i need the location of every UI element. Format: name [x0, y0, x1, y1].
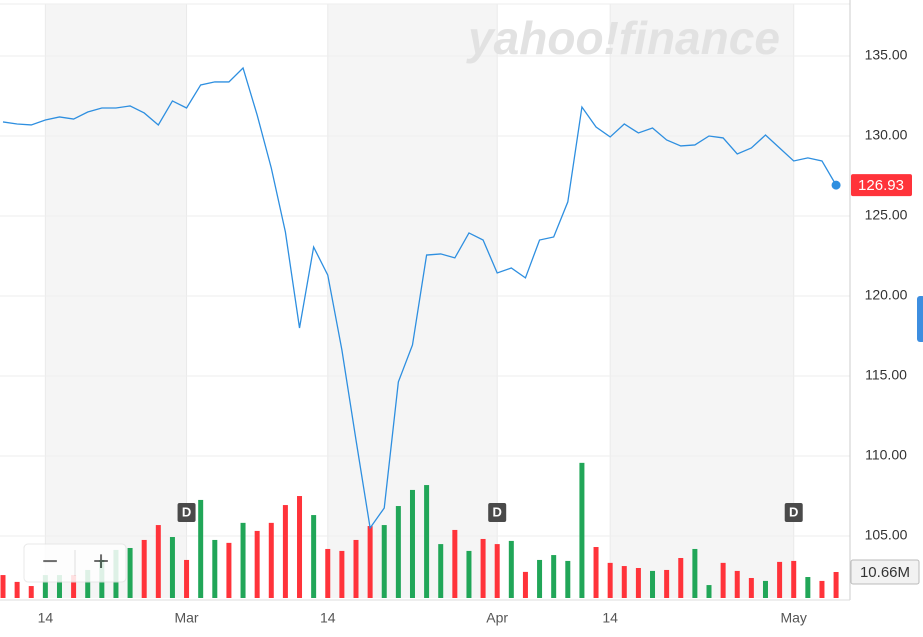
- volume-bar: [551, 555, 557, 598]
- volume-tag-label: 10.66M: [860, 564, 910, 581]
- volume-bar: [254, 530, 260, 598]
- volume-bar: [353, 539, 359, 598]
- volume-bar: [395, 506, 401, 598]
- price-tag-label: 126.93: [858, 177, 904, 194]
- volume-bar: [706, 585, 712, 598]
- volume-bar: [0, 575, 6, 598]
- volume-bar: [226, 542, 232, 598]
- event-label[interactable]: D: [182, 504, 191, 519]
- volume-bar: [565, 560, 571, 598]
- volume-tag: [850, 559, 920, 585]
- volume-bar: [424, 485, 430, 598]
- event-marker: [488, 503, 507, 522]
- side-tab[interactable]: [917, 296, 923, 342]
- volume-bar: [212, 539, 218, 598]
- volume-bar: [14, 581, 20, 598]
- x-tick-label: 14: [602, 610, 618, 626]
- volume-bar: [494, 544, 500, 598]
- event-label[interactable]: D: [789, 504, 798, 519]
- watermark: yahoo!finance: [466, 12, 780, 64]
- volume-bar: [339, 550, 345, 598]
- zoom-out[interactable]: −: [42, 545, 58, 576]
- price-line: [2, 66, 837, 530]
- y-tick-label: 110.00: [865, 447, 907, 463]
- volume-bar: [297, 496, 303, 598]
- y-tick-label: 115.00: [865, 367, 907, 383]
- volume-bar: [720, 562, 726, 598]
- volume-bar: [184, 559, 190, 598]
- volume-bar: [141, 539, 147, 598]
- volume-bar: [508, 540, 514, 598]
- volume-bar: [325, 548, 331, 598]
- last-point: [831, 180, 841, 190]
- volume-bar: [833, 571, 839, 598]
- y-tick-label: 130.00: [865, 127, 908, 143]
- event-label[interactable]: D: [493, 504, 502, 519]
- volume-bar: [791, 560, 797, 598]
- volume-bar: [607, 562, 613, 598]
- volume-bar: [155, 525, 161, 598]
- volume-bar: [42, 575, 48, 598]
- x-tick-label: Mar: [174, 610, 198, 626]
- volume-bar: [593, 547, 599, 598]
- event-marker: [177, 503, 196, 522]
- volume-bar: [169, 537, 175, 598]
- volume-bar: [85, 569, 91, 598]
- x-tick-label: 14: [320, 610, 336, 626]
- volume-bar: [466, 550, 472, 598]
- y-tick-label: 105.00: [865, 527, 908, 543]
- y-tick-label: 120.00: [865, 287, 908, 303]
- volume-bar: [438, 544, 444, 598]
- volume-bar: [28, 586, 34, 598]
- volume-bar: [650, 570, 656, 598]
- price-tag: [851, 174, 912, 197]
- volume-bar: [621, 566, 627, 598]
- volume-bar: [409, 489, 415, 598]
- volume-bar: [240, 522, 246, 598]
- y-tick-label: 135.00: [865, 47, 908, 63]
- volume-bar: [522, 571, 528, 598]
- volume-bar: [198, 499, 204, 598]
- volume-bar: [452, 529, 458, 598]
- volume-bar: [777, 561, 783, 598]
- volume-bar: [734, 570, 740, 598]
- volume-bar: [56, 575, 62, 598]
- volume-bar: [127, 547, 133, 598]
- volume-bar: [367, 526, 373, 598]
- period-band: [45, 4, 187, 598]
- volume-bar: [579, 462, 585, 598]
- volume-bar: [762, 580, 768, 598]
- volume-bar: [480, 538, 486, 598]
- volume-bar: [805, 577, 811, 598]
- background: 14 Mar 14 Apr 14 May 105.00 110.00 115.00 120.00 1…: [0, 3, 908, 626]
- volume-bar: [268, 522, 274, 598]
- volume-bar: [635, 567, 641, 598]
- x-tick-label: Apr: [486, 610, 508, 626]
- volume-bar: [748, 577, 754, 598]
- volume-bar: [282, 505, 288, 598]
- x-tick-label: May: [780, 610, 806, 626]
- x-tick-label: 14: [38, 610, 54, 626]
- volume-bar: [311, 515, 317, 598]
- volume-bar: [664, 569, 670, 598]
- volume-bar: [678, 557, 684, 598]
- zoom-in[interactable]: +: [93, 545, 109, 576]
- volume-bar: [692, 548, 698, 598]
- y-tick-label: 125.00: [865, 207, 908, 223]
- volume-bar: [819, 580, 825, 598]
- volume-bar: [71, 575, 77, 598]
- volume-bar: [381, 525, 387, 598]
- period-band: [610, 4, 794, 598]
- zoom-control: − +: [23, 543, 127, 583]
- event-marker: [784, 503, 803, 522]
- volume-bar: [537, 559, 543, 598]
